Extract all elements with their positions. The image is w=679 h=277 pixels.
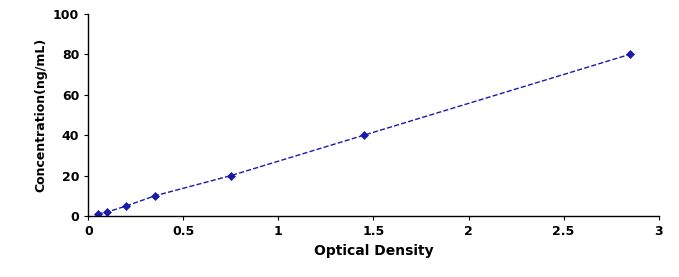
Y-axis label: Concentration(ng/mL): Concentration(ng/mL) <box>35 38 48 192</box>
X-axis label: Optical Density: Optical Density <box>314 244 433 258</box>
